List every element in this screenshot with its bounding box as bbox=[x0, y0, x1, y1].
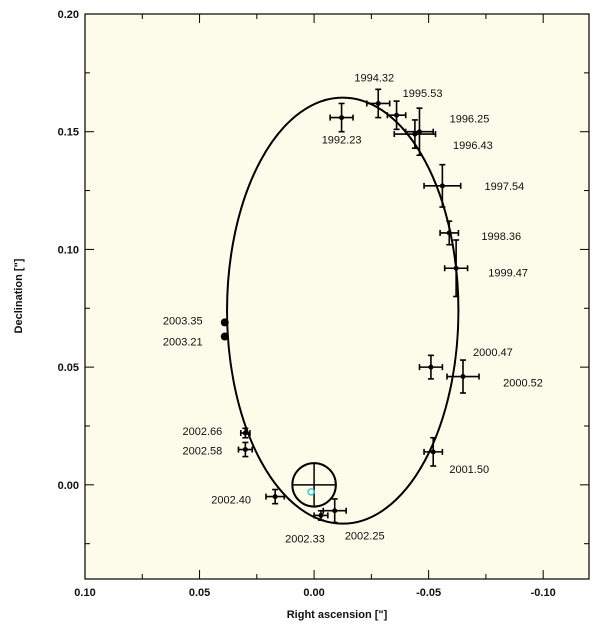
data-point bbox=[318, 512, 324, 518]
y-tick-label: 0.10 bbox=[58, 244, 79, 256]
data-point bbox=[412, 131, 418, 137]
point-label: 1996.25 bbox=[450, 114, 490, 126]
data-point bbox=[416, 129, 422, 135]
point-label: 1997.54 bbox=[484, 181, 524, 193]
x-tick-label: -0.10 bbox=[531, 587, 556, 599]
point-label: 1995.53 bbox=[403, 88, 443, 100]
central-object-dot bbox=[307, 488, 315, 496]
plot-background bbox=[85, 14, 589, 579]
data-point bbox=[220, 332, 229, 341]
data-point bbox=[460, 374, 466, 380]
x-tick-label: 0.00 bbox=[303, 587, 324, 599]
orbit-ellipse bbox=[226, 96, 460, 525]
data-point bbox=[446, 230, 452, 236]
data-point bbox=[453, 265, 459, 271]
data-point bbox=[339, 115, 345, 121]
point-label: 1998.36 bbox=[481, 231, 521, 243]
data-point bbox=[220, 318, 229, 327]
point-label: 2002.66 bbox=[182, 426, 222, 438]
point-label: 2002.40 bbox=[211, 495, 251, 507]
data-point bbox=[428, 364, 434, 370]
data-point bbox=[332, 508, 338, 514]
point-label: 2000.52 bbox=[503, 378, 543, 390]
data-point bbox=[242, 430, 248, 436]
point-label: 2000.47 bbox=[473, 347, 513, 359]
y-tick-label: 0.15 bbox=[58, 127, 79, 139]
point-label: 2002.33 bbox=[285, 533, 325, 545]
x-tick-label: 0.05 bbox=[189, 587, 210, 599]
data-point bbox=[394, 112, 400, 118]
data-point bbox=[242, 447, 248, 453]
y-tick-label: 0.05 bbox=[58, 362, 79, 374]
point-label: 2002.25 bbox=[345, 531, 385, 543]
data-point bbox=[439, 183, 445, 189]
point-label: 2002.58 bbox=[182, 446, 222, 458]
point-label: 1992.23 bbox=[322, 135, 362, 147]
data-point bbox=[272, 494, 278, 500]
x-tick-label: 0.10 bbox=[74, 587, 95, 599]
x-axis-label: Right ascension ["] bbox=[287, 609, 388, 621]
y-axis-label: Declination ["] bbox=[13, 258, 25, 333]
x-tick-label: -0.05 bbox=[416, 587, 441, 599]
point-label: 1999.47 bbox=[488, 267, 528, 279]
y-tick-label: 0.20 bbox=[58, 9, 79, 21]
point-label: 2001.50 bbox=[449, 464, 489, 476]
data-point bbox=[375, 100, 381, 106]
plot-frame bbox=[84, 13, 590, 580]
point-label: 1994.32 bbox=[354, 72, 394, 84]
point-label: 2003.21 bbox=[163, 337, 203, 349]
data-point bbox=[430, 449, 436, 455]
point-label: 2003.35 bbox=[163, 315, 203, 327]
point-label: 1996.43 bbox=[453, 140, 493, 152]
y-tick-label: 0.00 bbox=[58, 480, 79, 492]
